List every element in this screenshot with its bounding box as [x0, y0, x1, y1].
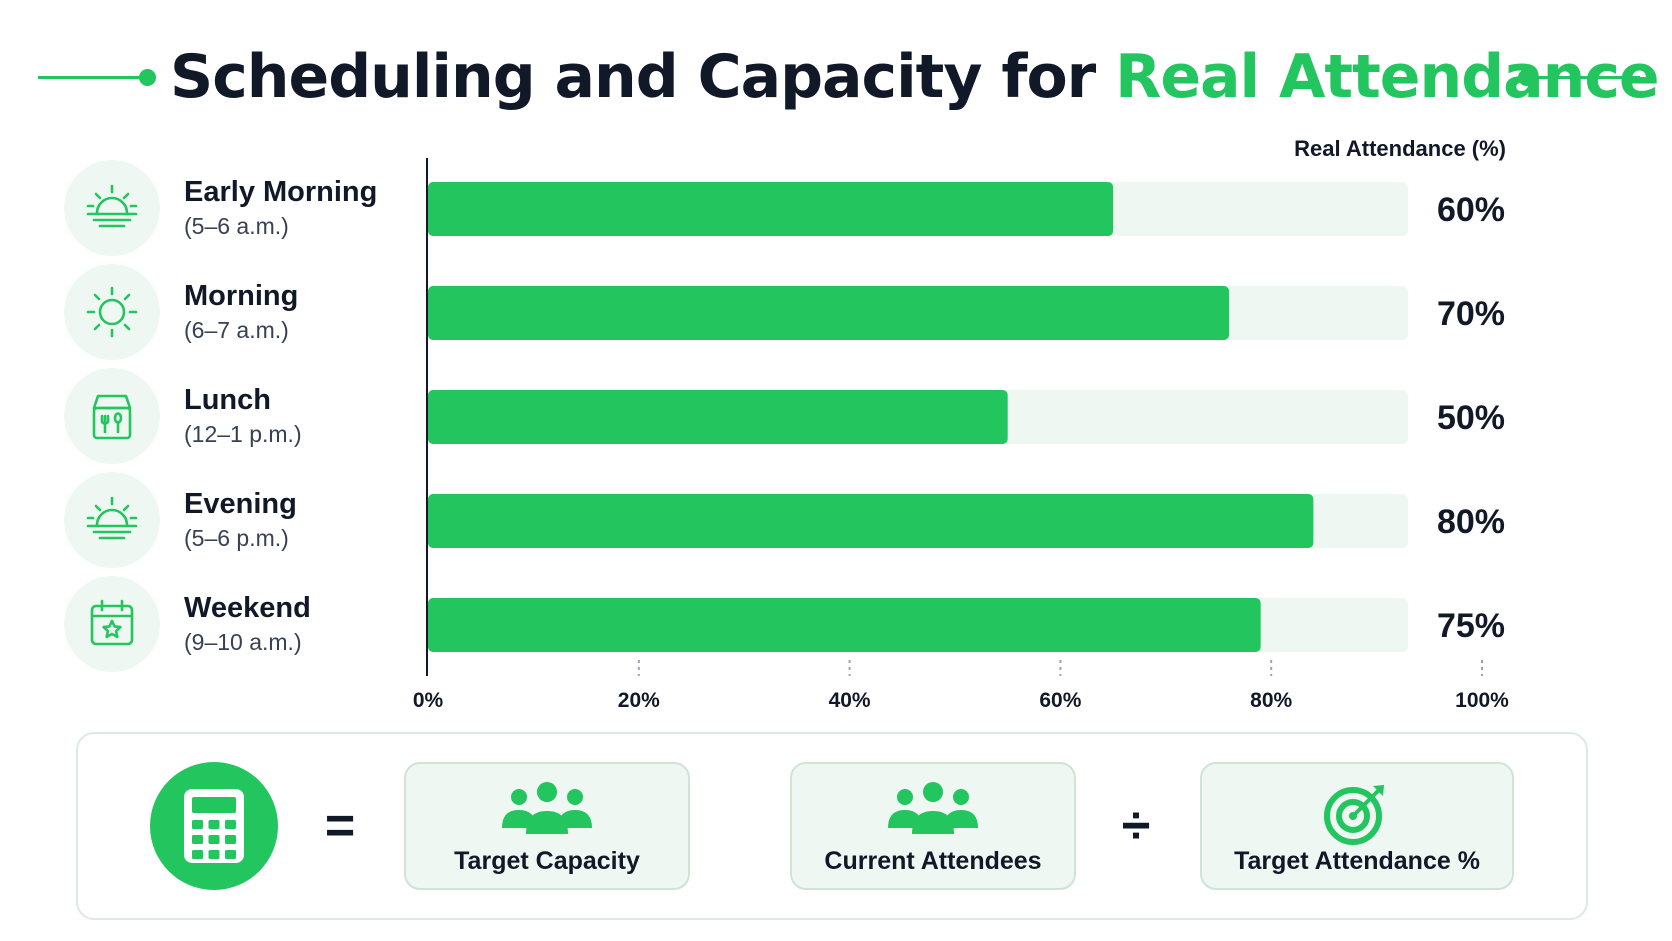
bar-lunch — [428, 390, 1008, 444]
category-name-morning: Morning — [184, 280, 299, 312]
category-time-weekend: (9–10 a.m.) — [184, 629, 302, 655]
title-main: Scheduling and Capacity for — [170, 42, 1116, 112]
target-attendance-card: Target Attendance % — [1200, 762, 1514, 890]
target-attendance-label: Target Attendance % — [1234, 847, 1480, 875]
sunset-icon — [64, 472, 160, 568]
attendance-bar-chart: 60% 70% 50% 80% 75% 0% 20% 40% 60% 80% 100% — [413, 158, 1509, 712]
current-attendees-label: Current Attendees — [824, 847, 1042, 875]
value-label-evening: 80% — [1437, 503, 1505, 541]
title-line-right — [1530, 76, 1640, 79]
value-label-weekend: 75% — [1437, 607, 1505, 645]
title-dot-left — [139, 69, 156, 86]
title-row: Scheduling and Capacity for Real Attenda… — [0, 32, 1672, 122]
x-tick-label: 0% — [413, 689, 444, 712]
title-line-left — [38, 76, 148, 79]
calendar-star-icon — [64, 576, 160, 672]
x-tick-label: 40% — [829, 689, 871, 712]
category-name-early-morning: Early Morning — [184, 176, 378, 208]
sun-icon — [64, 264, 160, 360]
divide-sign: ÷ — [1121, 797, 1151, 855]
current-attendees-card: Current Attendees — [790, 762, 1076, 890]
title-dot-right — [1518, 69, 1535, 86]
x-tick-label: 60% — [1039, 689, 1081, 712]
category-name-evening: Evening — [184, 488, 297, 520]
value-label-morning: 70% — [1437, 295, 1505, 333]
target-capacity-label: Target Capacity — [454, 847, 640, 875]
category-time-evening: (5–6 p.m.) — [184, 525, 289, 551]
bar-early-morning — [428, 182, 1114, 236]
category-name-weekend: Weekend — [184, 592, 311, 624]
sunrise-icon — [64, 160, 160, 256]
category-time-early-morning: (5–6 a.m.) — [184, 213, 289, 239]
equals-sign: = — [324, 797, 356, 855]
target-capacity-card: Target Capacity — [404, 762, 690, 890]
page-title: Scheduling and Capacity for Real Attenda… — [170, 32, 1660, 122]
x-tick-label: 100% — [1455, 689, 1509, 712]
calculator-icon — [150, 762, 278, 890]
group-icon — [792, 782, 1074, 838]
target-icon — [1202, 782, 1512, 846]
category-name-lunch: Lunch — [184, 384, 271, 416]
legend-label: Real Attendance (%) — [1294, 136, 1506, 161]
value-label-early-morning: 60% — [1437, 191, 1505, 229]
x-tick-label: 20% — [618, 689, 660, 712]
x-tick-label: 80% — [1250, 689, 1292, 712]
group-icon — [406, 782, 688, 838]
bar-weekend — [428, 598, 1261, 652]
value-label-lunch: 50% — [1437, 399, 1505, 437]
lunch-box-icon — [64, 368, 160, 464]
bar-morning — [428, 286, 1230, 340]
category-time-morning: (6–7 a.m.) — [184, 317, 289, 343]
bar-evening — [428, 494, 1314, 548]
category-time-lunch: (12–1 p.m.) — [184, 421, 302, 447]
